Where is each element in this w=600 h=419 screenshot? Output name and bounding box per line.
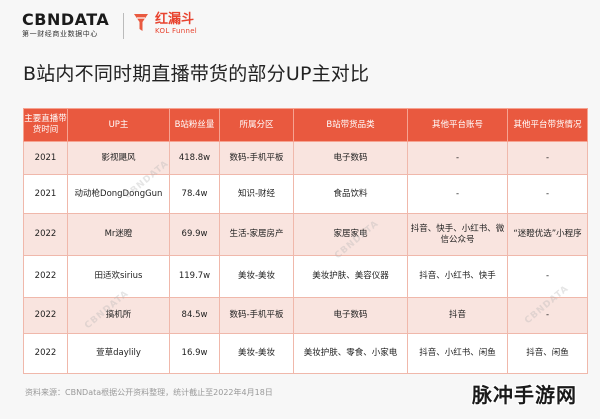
table-row: 2022 田适欢sirius 119.7w 美妆-美妆 美妆护肤、美容仪器 抖音…	[23, 255, 588, 298]
table-cell: -	[507, 141, 588, 175]
table-cell: 家居家电	[293, 213, 408, 256]
table-row: 2022 Mr迷瞪 69.9w 生活-家居房产 家居家电 抖音、快手、小红书、微…	[23, 213, 588, 256]
table-cell: 田适欢sirius	[67, 255, 170, 298]
kol-funnel-logo: 红漏斗 KOL Funnel	[132, 12, 197, 36]
logo-divider	[123, 13, 124, 39]
table-cell: 抖音	[407, 297, 508, 334]
header-cell: B站粉丝量	[169, 108, 220, 142]
table-cell: Mr迷瞪	[67, 213, 170, 256]
table-cell: 抖音、快手、小红书、微信公众号	[407, 213, 508, 256]
table-cell: 78.4w	[169, 174, 220, 214]
table-cell: 美妆护肤、零食、小家电	[293, 333, 408, 374]
header-cell: UP主	[67, 108, 170, 142]
table-cell: 电子数码	[293, 141, 408, 175]
table-cell: 食品饮料	[293, 174, 408, 214]
header-cell: 其他平台带货情况	[507, 108, 588, 142]
table-cell: 萱草daylily	[67, 333, 170, 374]
table-cell: 16.9w	[169, 333, 220, 374]
table-cell: 知识-财经	[219, 174, 294, 214]
table-cell: -	[507, 297, 588, 334]
table-cell: -	[407, 174, 508, 214]
table-cell: 84.5w	[169, 297, 220, 334]
kol-logo-text: 红漏斗	[155, 12, 195, 27]
table-row: 2021 影视飓风 418.8w 数码-手机平板 电子数码 - -	[23, 141, 588, 175]
funnel-icon	[134, 14, 148, 31]
cbndata-logo-subtitle: 第一财经商业数据中心	[22, 30, 98, 38]
table-cell: 电子数码	[293, 297, 408, 334]
table-cell: 抖音、小红书、快手	[407, 255, 508, 298]
table-cell: 生活-家居房产	[219, 213, 294, 256]
cbndata-logo: CBNDATA 第一财经商业数据中心	[22, 10, 110, 39]
header-cell: B站带货品类	[293, 108, 408, 142]
site-watermark: 脉冲手游网	[472, 383, 577, 407]
source-note: 资料来源：CBNData根据公开资料整理，统计截止至2022年4月18日	[25, 388, 273, 397]
table-cell: 搞机所	[67, 297, 170, 334]
table-header-row: 主要直播带货时间 UP主 B站粉丝量 所属分区 B站带货品类 其他平台账号 其他…	[23, 108, 588, 142]
table-cell: 69.9w	[169, 213, 220, 256]
kol-logo-subtitle: KOL Funnel	[155, 27, 198, 35]
up-comparison-table: 主要直播带货时间 UP主 B站粉丝量 所属分区 B站带货品类 其他平台账号 其他…	[23, 108, 588, 374]
table-cell: 影视飓风	[67, 141, 170, 175]
header: CBNDATA 第一财经商业数据中心 红漏斗 KOL Funnel	[0, 0, 600, 50]
table-cell: 数码-手机平板	[219, 141, 294, 175]
table-cell: 418.8w	[169, 141, 220, 175]
header-cell: 主要直播带货时间	[23, 108, 68, 142]
table-cell: 美妆-美妆	[219, 333, 294, 374]
table-cell: 2022	[23, 255, 68, 298]
page-title: B站内不同时期直播带货的部分UP主对比	[23, 63, 370, 85]
table-cell: 2022	[23, 333, 68, 374]
table-cell: -	[407, 141, 508, 175]
table-cell: -	[507, 255, 588, 298]
table-cell: 2021	[23, 141, 68, 175]
table-row: 2022 搞机所 84.5w 数码-手机平板 电子数码 抖音 -	[23, 297, 588, 334]
header-cell: 其他平台账号	[407, 108, 508, 142]
table-cell: 2021	[23, 174, 68, 214]
cbndata-logo-text: CBNDATA	[22, 10, 110, 29]
table-cell: 抖音、闲鱼	[507, 333, 588, 374]
table-cell: 美妆护肤、美容仪器	[293, 255, 408, 298]
table-cell: 119.7w	[169, 255, 220, 298]
header-cell: 所属分区	[219, 108, 294, 142]
table-cell: 美妆-美妆	[219, 255, 294, 298]
table-cell: 2022	[23, 297, 68, 334]
table-row: 2021 动动枪DongDongGun 78.4w 知识-财经 食品饮料 - -	[23, 174, 588, 214]
table-cell: -	[507, 174, 588, 214]
table-cell: 数码-手机平板	[219, 297, 294, 334]
table-cell: 2022	[23, 213, 68, 256]
table-row: 2022 萱草daylily 16.9w 美妆-美妆 美妆护肤、零食、小家电 抖…	[23, 333, 588, 374]
table-cell: “迷瞪优选”小程序	[507, 213, 588, 256]
table-cell: 动动枪DongDongGun	[67, 174, 170, 214]
table-cell: 抖音、小红书、闲鱼	[407, 333, 508, 374]
